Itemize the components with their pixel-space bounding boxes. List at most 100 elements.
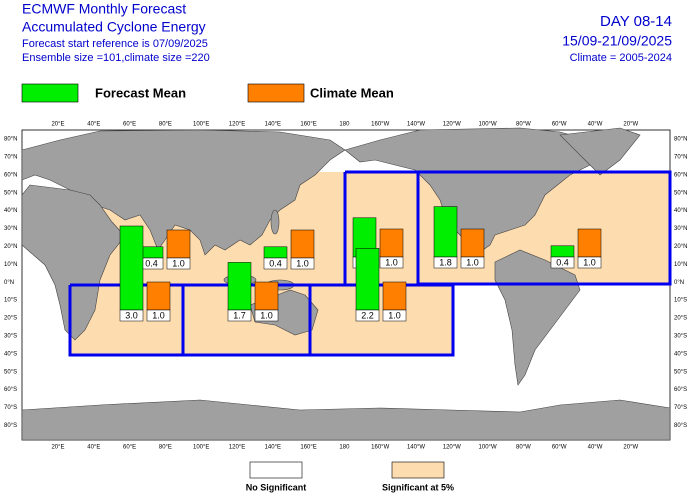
longitude-label: 40°W: [588, 445, 603, 451]
longitude-label: 20°W: [623, 122, 638, 128]
value-label-box: [119, 309, 144, 322]
longitude-label: 80°W: [516, 122, 531, 128]
value-label-box: [290, 257, 315, 270]
latitude-label: 20°N: [4, 244, 17, 250]
latitude-label: 70°N: [674, 154, 687, 160]
longitude-label: 20°E: [51, 122, 64, 128]
value-label-box: [577, 256, 602, 269]
longitude-label: 60°W: [552, 445, 567, 451]
legend-forecast: Forecast Mean: [95, 85, 186, 100]
latitude-label: 10°S: [674, 298, 687, 304]
start-reference: Forecast start reference is 07/09/2025: [22, 38, 208, 50]
latitude-label: 20°S: [674, 316, 687, 322]
climate-bar: [166, 229, 191, 259]
longitude-label: 140°W: [407, 122, 425, 128]
forecast-value-label: 0.4: [145, 258, 158, 268]
legend-climate: Climate Mean: [310, 85, 394, 100]
longitude-label: 160°W: [371, 445, 389, 451]
longitude-label: 160°W: [371, 122, 389, 128]
latitude-label: 80°N: [674, 137, 687, 143]
longitude-label: 20°W: [623, 445, 638, 451]
climate-value-label: 1.0: [260, 310, 273, 320]
forecast-value-label: 1.7: [233, 310, 246, 320]
climate-bar: [379, 228, 404, 258]
forecast-bar: [263, 246, 288, 259]
subtitle: Accumulated Cyclone Energy: [22, 19, 206, 35]
forecast-value-label: 3.0: [125, 310, 138, 320]
latitude-label: 10°S: [4, 298, 17, 304]
forecast-value-label: 1.8: [439, 257, 452, 267]
latitude-label: 60°S: [674, 387, 687, 393]
climate-bar: [577, 228, 602, 258]
ensemble-size: Ensemble size =101,climate size =220: [22, 52, 210, 64]
latitude-label: 40°N: [674, 208, 687, 214]
longitude-label: 100°E: [193, 445, 209, 451]
latitude-label: 50°N: [674, 190, 687, 196]
climate-value-label: 1.0: [172, 258, 185, 268]
forecast-value-label: 0.4: [269, 258, 282, 268]
significant-label: Significant at 5%: [382, 482, 454, 492]
latitude-label: 70°S: [4, 405, 17, 411]
region-border: [345, 170, 672, 286]
forecast-bar: [433, 206, 458, 258]
climate-bar: [460, 228, 485, 258]
latitude-label: 80°N: [4, 137, 17, 143]
longitude-label: 140°W: [407, 445, 425, 451]
value-label-box: [355, 309, 380, 322]
longitude-label: 160°E: [300, 445, 316, 451]
title: ECMWF Monthly Forecast: [22, 1, 186, 17]
forecast-bar: [139, 246, 164, 259]
period: 15/09-21/09/2025: [562, 33, 672, 49]
map: [21, 127, 672, 441]
longitude-label: 60°E: [123, 122, 136, 128]
longitude-label: 120°W: [443, 122, 461, 128]
land: [270, 209, 280, 235]
forecast-bar: [550, 245, 575, 258]
value-label-box: [433, 256, 458, 269]
latitude-label: 30°N: [4, 226, 17, 232]
latitude-label: 10°N: [4, 262, 17, 268]
forecast-value-label: 2.2: [361, 310, 374, 320]
climate-value-label: 1.0: [296, 258, 309, 268]
land: [21, 184, 126, 341]
value-label-box: [254, 309, 279, 322]
forecast-bar: [355, 248, 380, 311]
longitude-label: 40°W: [588, 122, 603, 128]
longitude-label: 180: [339, 445, 350, 451]
longitude-label: 60°E: [123, 445, 136, 451]
latitude-label: 50°S: [674, 369, 687, 375]
latitude-label: 50°S: [4, 369, 17, 375]
climate-value-label: 1.0: [388, 310, 401, 320]
latitude-label: 30°N: [674, 226, 687, 232]
value-label-box: [263, 257, 288, 270]
climate-value-label: 1.0: [152, 310, 165, 320]
legend-forecast-swatch: [21, 83, 79, 103]
latitude-label: 40°S: [674, 351, 687, 357]
latitude-label: 70°S: [674, 405, 687, 411]
not-significant-label: No Significant: [246, 482, 307, 492]
latitude-label: 40°S: [4, 351, 17, 357]
longitude-label: 120°E: [229, 122, 245, 128]
value-label-box: [166, 257, 191, 270]
latitude-label: 20°S: [4, 316, 17, 322]
longitude-label: 160°E: [300, 122, 316, 128]
day-range: DAY 08-14: [600, 13, 672, 30]
longitude-label: 40°E: [87, 445, 100, 451]
longitude-label: 100°W: [479, 122, 497, 128]
value-label-box: [382, 309, 407, 322]
latitude-label: 60°N: [674, 172, 687, 178]
land: [21, 399, 671, 441]
not-significant-swatch: [249, 461, 303, 479]
longitude-label: 80°E: [159, 122, 172, 128]
latitude-label: 60°N: [4, 172, 17, 178]
latitude-label: 0°N: [674, 280, 684, 286]
forecast-bar: [119, 225, 144, 311]
value-label-box: [227, 309, 252, 322]
region-border: [68, 283, 455, 357]
latitude-label: 20°N: [674, 244, 687, 250]
climate-bar: [254, 281, 279, 311]
climate-value-label: 1.0: [466, 257, 479, 267]
longitude-label: 100°E: [193, 122, 209, 128]
